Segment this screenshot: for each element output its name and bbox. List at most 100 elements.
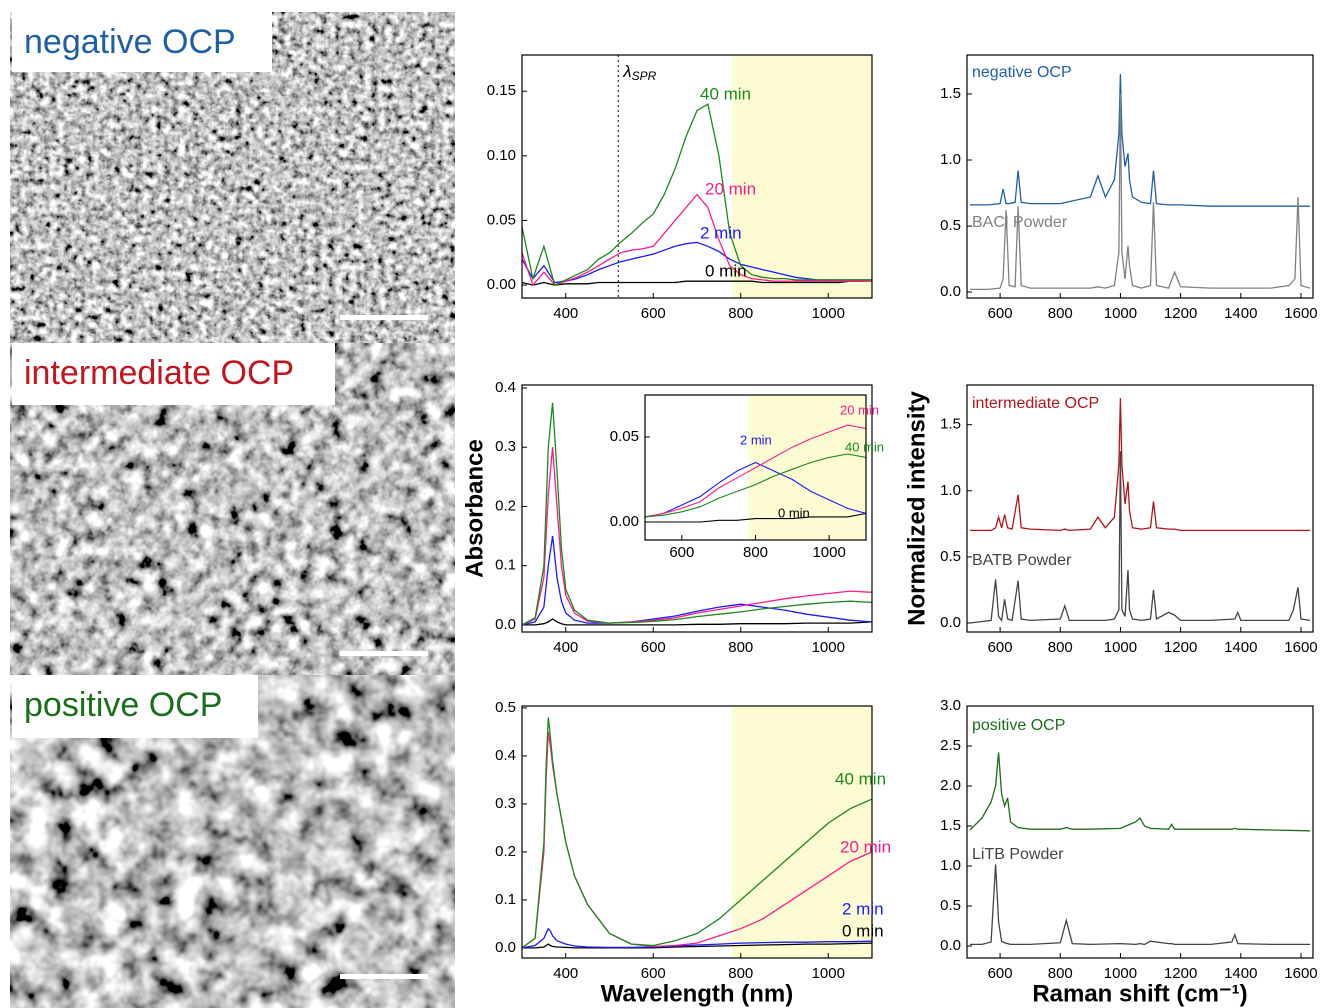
x-tick-label: 1000 (812, 544, 845, 561)
y-tick-label: 0.00 (487, 276, 516, 293)
plot-frame (521, 384, 873, 633)
y-tick-label: 0.3 (495, 438, 516, 455)
x-tick-label: 800 (728, 965, 753, 982)
y-tick-label: 0.5 (495, 699, 516, 716)
x-tick-label: 1000 (1104, 639, 1137, 656)
x-tick-label: 800 (1048, 639, 1073, 656)
series-line (522, 618, 872, 626)
series-line (970, 93, 1311, 291)
y-tick-label: 1.5 (940, 85, 961, 102)
x-tick-label: 400 (553, 639, 578, 656)
y-tick-label: 0.10 (487, 147, 516, 164)
shaded-region (732, 706, 872, 958)
x-tick-label: 1200 (1164, 305, 1197, 322)
x-tick-label: 600 (641, 965, 666, 982)
x-tick-label: 1000 (812, 965, 845, 982)
x-tick-label: 1200 (1164, 965, 1197, 982)
x-tick-label: 1600 (1284, 305, 1317, 322)
series-line (522, 402, 872, 626)
x-tick-label: 1200 (1164, 639, 1197, 656)
series-line (522, 717, 872, 949)
y-tick-label: 0.15 (487, 82, 516, 99)
x-tick-label: 800 (728, 305, 753, 322)
y-tick-label: 0.2 (495, 843, 516, 860)
inset-series-label: 0 min (778, 505, 810, 520)
series-line (522, 193, 872, 287)
series-line (969, 752, 1311, 832)
label-box (12, 675, 258, 738)
scale-bar (340, 651, 428, 656)
series-label: 20 min (705, 179, 756, 198)
series-line (645, 453, 866, 518)
scale-bar (340, 974, 428, 979)
y-tick-label: 0.0 (495, 616, 516, 633)
plot-frame (966, 705, 1314, 959)
y-tick-label: 0.0 (495, 939, 516, 956)
y-tick-label: 0.05 (610, 428, 639, 445)
x-tick-label: 800 (1048, 305, 1073, 322)
series-line (645, 424, 866, 518)
y-axis-label: Normalized intensity (903, 390, 930, 625)
x-tick-label: 600 (988, 305, 1013, 322)
y-tick-label: 0.0 (940, 614, 961, 631)
x-tick-label: 1600 (1284, 965, 1317, 982)
inset-frame (644, 394, 867, 541)
series-label: BACl Powder (972, 214, 1068, 231)
series-label: BATB Powder (972, 552, 1072, 569)
y-tick-label: 1.0 (940, 482, 961, 499)
shaded-region (732, 55, 872, 298)
x-tick-label: 600 (988, 639, 1013, 656)
y-tick-label: 0.0 (940, 283, 961, 300)
x-tick-label: 600 (988, 965, 1013, 982)
y-tick-label: 3.0 (940, 697, 961, 714)
y-tick-label: 1.5 (940, 817, 961, 834)
x-axis-label: Wavelength (nm) (601, 980, 793, 1007)
y-tick-label: 0.4 (495, 747, 516, 764)
shaded-region (748, 395, 866, 540)
series-label: 0 min (705, 261, 747, 280)
series-label: 40 min (835, 769, 886, 788)
x-tick-label: 600 (641, 305, 666, 322)
x-tick-label: 800 (728, 639, 753, 656)
x-tick-label: 1000 (812, 305, 845, 322)
plot-frame (521, 54, 873, 299)
x-tick-label: 1400 (1224, 965, 1257, 982)
y-tick-label: 2.5 (940, 737, 961, 754)
series-line (970, 74, 1310, 207)
y-tick-label: 1.0 (940, 151, 961, 168)
series-line (522, 279, 872, 286)
plot-frame (966, 54, 1314, 299)
x-tick-label: 800 (743, 544, 768, 561)
series-label: LiTB Powder (972, 846, 1064, 863)
series-label: 40 min (700, 84, 751, 103)
x-tick-label: 1000 (1104, 965, 1137, 982)
series-line (645, 512, 866, 523)
y-tick-label: 0.00 (610, 513, 639, 530)
x-tick-label: 1400 (1224, 305, 1257, 322)
series-label: 2 min (700, 223, 742, 242)
series-label: intermediate OCP (972, 395, 1099, 412)
plot-frame (966, 384, 1314, 633)
y-tick-label: 0.2 (495, 497, 516, 514)
plot-frame (521, 705, 873, 959)
y-tick-label: 0.3 (495, 795, 516, 812)
x-tick-label: 600 (641, 639, 666, 656)
y-tick-label: 0.05 (487, 211, 516, 228)
series-line (970, 864, 1310, 946)
label-box (12, 343, 335, 405)
y-tick-label: 2.0 (940, 777, 961, 794)
y-tick-label: 0.5 (940, 897, 961, 914)
series-line (970, 398, 1310, 532)
x-tick-label: 1400 (1224, 639, 1257, 656)
x-axis-label: Raman shift (cm⁻¹) (1032, 980, 1247, 1007)
y-tick-label: 0.0 (940, 937, 961, 954)
inset-series-label: 2 min (740, 432, 772, 447)
x-tick-label: 400 (553, 305, 578, 322)
inset-series-label: 20 min (840, 402, 879, 417)
x-tick-label: 600 (669, 544, 694, 561)
annotation-label: λSPR (622, 62, 656, 83)
series-label: negative OCP (972, 64, 1072, 81)
y-axis-label: Absorbance (461, 439, 488, 578)
annotation-subscript: SPR (632, 69, 657, 83)
